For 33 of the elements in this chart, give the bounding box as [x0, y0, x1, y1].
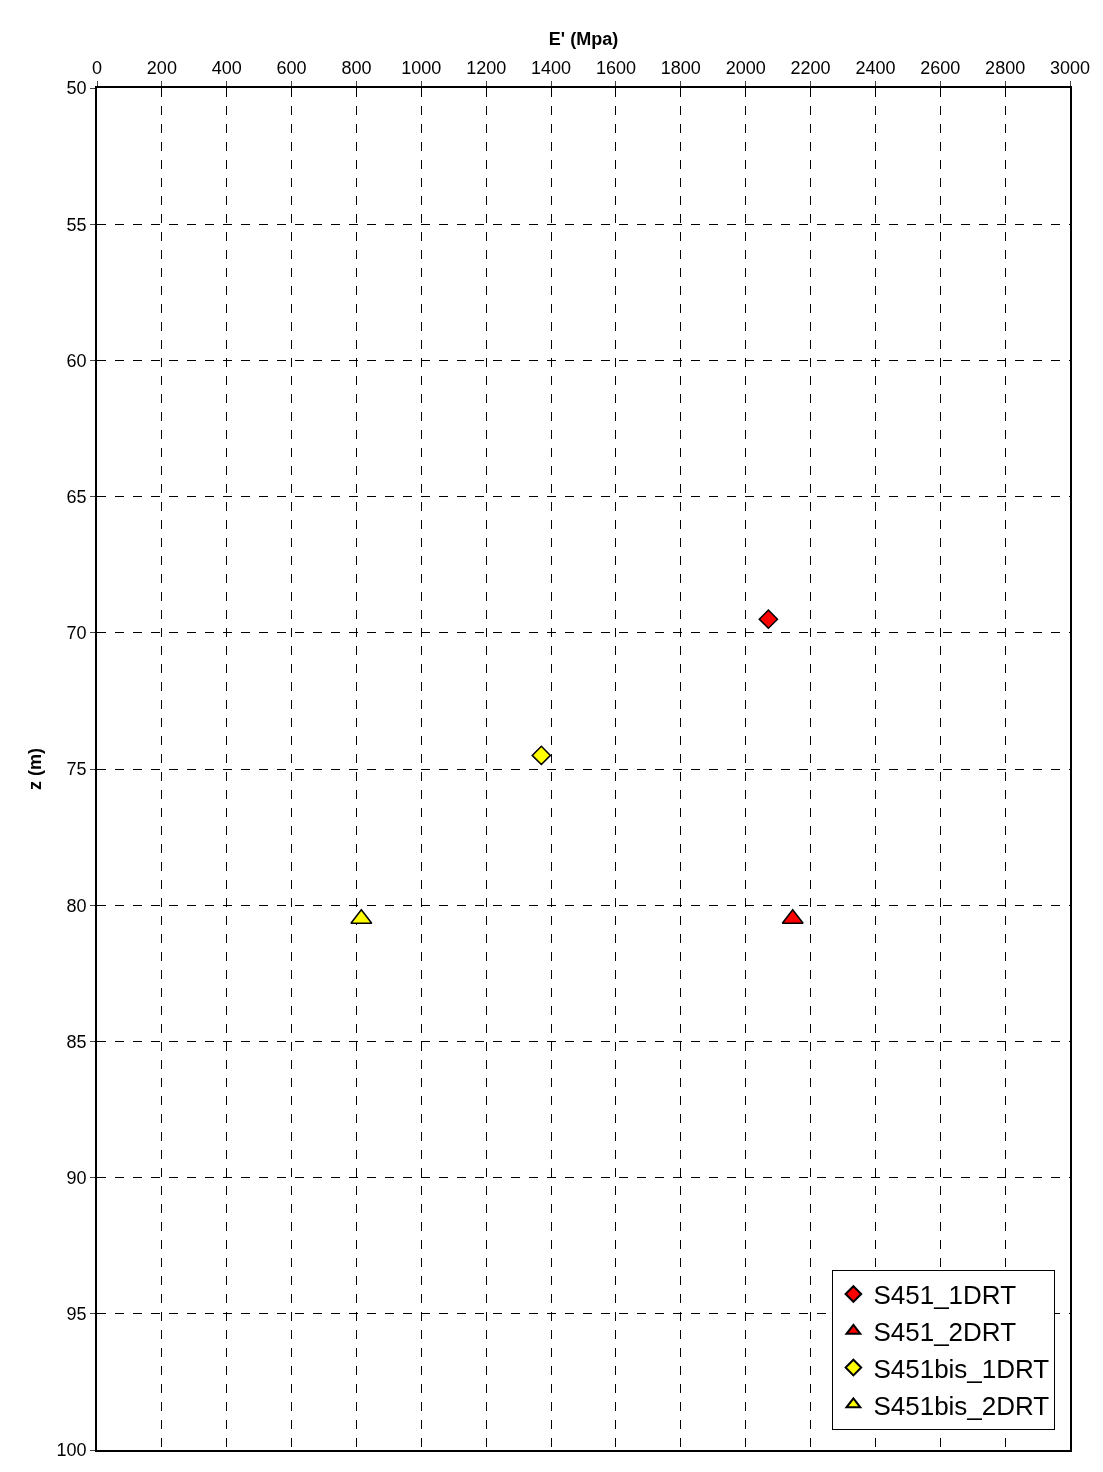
y-tick-label: 80	[66, 895, 87, 916]
x-tick-label: 1400	[531, 58, 572, 79]
x-tick-label: 0	[91, 58, 103, 79]
y-tick-label: 60	[66, 350, 87, 371]
y-tick-label: 85	[66, 1031, 87, 1052]
y-tick-label: 95	[66, 1304, 87, 1325]
x-tick-label: 200	[146, 58, 177, 79]
x-tick-label: 600	[276, 58, 307, 79]
y-tick-label: 100	[56, 1440, 87, 1461]
y-tick-label: 65	[66, 486, 87, 507]
x-tick-label: 1800	[660, 58, 701, 79]
x-tick-label: 1600	[595, 58, 636, 79]
x-tick-label: 2200	[790, 58, 831, 79]
x-axis-title: E' (Mpa)	[548, 28, 619, 49]
x-tick-label: 2800	[985, 58, 1026, 79]
y-tick-label: 90	[66, 1167, 87, 1188]
legend-label: S451bis_2DRT	[873, 1390, 1050, 1421]
x-tick-label: 2600	[920, 58, 961, 79]
x-tick-label: 2000	[725, 58, 766, 79]
legend-label: S451bis_1DRT	[873, 1353, 1050, 1384]
x-tick-label: 1000	[401, 58, 442, 79]
y-tick-label: 70	[66, 623, 87, 644]
y-tick-label: 55	[66, 214, 87, 235]
legend-label: S451_1DRT	[873, 1280, 1017, 1311]
y-tick-label: 50	[66, 78, 87, 99]
x-tick-label: 2400	[855, 58, 896, 79]
legend-label: S451_2DRT	[873, 1316, 1017, 1347]
x-tick-label: 800	[341, 58, 372, 79]
x-tick-label: 400	[211, 58, 242, 79]
y-tick-label: 75	[66, 759, 87, 780]
y-axis-title: z (m)	[25, 748, 46, 790]
x-tick-label: 1200	[466, 58, 507, 79]
x-tick-label: 3000	[1049, 58, 1091, 79]
